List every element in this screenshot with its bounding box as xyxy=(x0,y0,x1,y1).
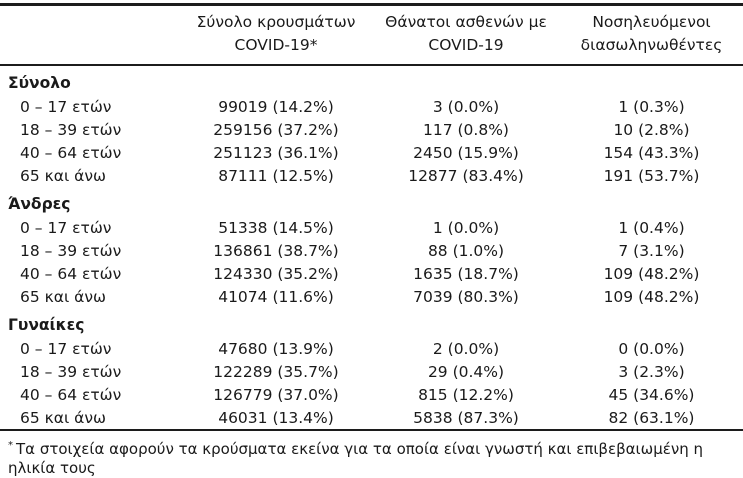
cases-cell: 259156 (37.2%) xyxy=(213,120,339,139)
table-row: 0 – 17 ετών 51338 (14.5%) 1 (0.0%) 1 (0.4%) xyxy=(0,216,743,239)
footnote: * Τα στοιχεία αφορούν τα κρούσματα εκείνα… xyxy=(0,431,743,478)
footnote-asterisk: * xyxy=(8,440,13,451)
intubated-cell: 1 (0.4%) xyxy=(618,218,685,237)
table-row: 65 και άνω 46031 (13.4%) 5838 (87.3%) 82 (6… xyxy=(0,406,743,430)
cases-cell: 99019 (14.2%) xyxy=(218,97,334,116)
deaths-cell: 1 (0.0%) xyxy=(432,218,500,237)
column-header-cases-line2: COVID-19* xyxy=(234,36,318,54)
cases-cell: 136861 (38.7%) xyxy=(213,241,339,260)
table-row: 18 – 39 ετών 136861 (38.7%) 88 (1.0%) 7 (3.… xyxy=(0,239,743,262)
intubated-cell: 109 (48.2%) xyxy=(603,264,700,283)
cases-cell: 122289 (35.7%) xyxy=(213,362,339,381)
deaths-cell: 5838 (87.3%) xyxy=(413,408,519,427)
section-row: Γυναίκες xyxy=(0,308,743,337)
intubated-cell: 3 (2.3%) xyxy=(618,362,685,381)
table-row: 40 – 64 ετών 126779 (37.0%) 815 (12.2%) 45 … xyxy=(0,383,743,406)
column-header-cases-line1: Σύνολο κρουσμάτων xyxy=(196,13,356,31)
cases-cell: 124330 (35.2%) xyxy=(213,264,339,283)
deaths-cell: 88 (1.0%) xyxy=(427,241,505,260)
section-row: Σύνολο xyxy=(0,65,743,95)
intubated-cell: 7 (3.1%) xyxy=(618,241,685,260)
age-group-label: 0 – 17 ετών xyxy=(20,218,112,237)
cases-cell: 51338 (14.5%) xyxy=(218,218,334,237)
intubated-cell: 10 (2.8%) xyxy=(613,120,690,139)
column-header-intubated-line2: διασωληνωθέντες xyxy=(580,36,723,54)
age-group-label: 65 και άνω xyxy=(20,408,107,427)
column-header-empty xyxy=(0,4,180,66)
age-group-label: 40 – 64 ετών xyxy=(20,264,122,283)
cases-cell: 47680 (13.9%) xyxy=(218,339,334,358)
age-group-label: 0 – 17 ετών xyxy=(20,97,112,116)
age-group-label: 40 – 64 ετών xyxy=(20,385,122,404)
age-group-label: 18 – 39 ετών xyxy=(20,120,122,139)
table-row: 0 – 17 ετών 47680 (13.9%) 2 (0.0%) 0 (0.0%) xyxy=(0,337,743,360)
deaths-cell: 3 (0.0%) xyxy=(432,97,500,116)
intubated-cell: 109 (48.2%) xyxy=(603,287,700,306)
cases-cell: 126779 (37.0%) xyxy=(213,385,339,404)
column-header-deaths-line2: COVID-19 xyxy=(428,36,504,54)
table-row: 40 – 64 ετών 124330 (35.2%) 1635 (18.7%) 10… xyxy=(0,262,743,285)
deaths-cell: 7039 (80.3%) xyxy=(413,287,519,306)
section-row: Άνδρες xyxy=(0,187,743,216)
cases-cell: 251123 (36.1%) xyxy=(213,143,339,162)
intubated-cell: 0 (0.0%) xyxy=(618,339,685,358)
intubated-cell: 191 (53.7%) xyxy=(603,166,700,185)
table-row: 65 και άνω 41074 (11.6%) 7039 (80.3%) 109 (… xyxy=(0,285,743,308)
table-row: 18 – 39 ετών 122289 (35.7%) 29 (0.4%) 3 (2.… xyxy=(0,360,743,383)
intubated-cell: 82 (63.1%) xyxy=(608,408,695,427)
cases-cell: 87111 (12.5%) xyxy=(218,166,334,185)
age-group-label: 18 – 39 ετών xyxy=(20,241,122,260)
column-header-intubated-line1: Νοσηλευόμενοι xyxy=(592,13,711,31)
deaths-cell: 12877 (83.4%) xyxy=(408,166,524,185)
covid-stats-table: Σύνολο κρουσμάτων COVID-19* Θάνατοι ασθε… xyxy=(0,3,743,431)
table-row: 40 – 64 ετών 251123 (36.1%) 2450 (15.9%) 15… xyxy=(0,141,743,164)
table-row: 18 – 39 ετών 259156 (37.2%) 117 (0.8%) 10 (… xyxy=(0,118,743,141)
deaths-cell: 2450 (15.9%) xyxy=(413,143,519,162)
table-row: 0 – 17 ετών 99019 (14.2%) 3 (0.0%) 1 (0.3%) xyxy=(0,95,743,118)
section-label: Σύνολο xyxy=(8,74,71,92)
deaths-cell: 117 (0.8%) xyxy=(423,120,509,139)
table-row: 65 και άνω 87111 (12.5%) 12877 (83.4%) 191 … xyxy=(0,164,743,187)
column-header-deaths-line1: Θάνατοι ασθενών με xyxy=(385,13,547,31)
table-body: Σύνολο 0 – 17 ετών 99019 (14.2%) 3 (0.0%) 1 … xyxy=(0,65,743,430)
age-group-label: 18 – 39 ετών xyxy=(20,362,122,381)
age-group-label: 65 και άνω xyxy=(20,166,107,185)
deaths-cell: 2 (0.0%) xyxy=(432,339,500,358)
column-header-deaths: Θάνατοι ασθενών με COVID-19 xyxy=(372,4,560,66)
column-header-intubated: Νοσηλευόμενοι διασωληνωθέντες xyxy=(560,4,743,66)
age-group-label: 40 – 64 ετών xyxy=(20,143,122,162)
deaths-cell: 29 (0.4%) xyxy=(427,362,505,381)
intubated-cell: 45 (34.6%) xyxy=(608,385,695,404)
age-group-label: 0 – 17 ετών xyxy=(20,339,112,358)
age-group-label: 65 και άνω xyxy=(20,287,107,306)
cases-cell: 41074 (11.6%) xyxy=(218,287,334,306)
cases-cell: 46031 (13.4%) xyxy=(218,408,334,427)
deaths-cell: 815 (12.2%) xyxy=(418,385,514,404)
table-header: Σύνολο κρουσμάτων COVID-19* Θάνατοι ασθε… xyxy=(0,4,743,66)
section-label: Γυναίκες xyxy=(8,316,85,334)
intubated-cell: 1 (0.3%) xyxy=(618,97,685,116)
intubated-cell: 154 (43.3%) xyxy=(603,143,700,162)
footnote-text: Τα στοιχεία αφορούν τα κρούσματα εκείνα … xyxy=(8,440,704,477)
column-header-cases: Σύνολο κρουσμάτων COVID-19* xyxy=(180,4,372,66)
section-label: Άνδρες xyxy=(8,195,71,213)
deaths-cell: 1635 (18.7%) xyxy=(413,264,519,283)
